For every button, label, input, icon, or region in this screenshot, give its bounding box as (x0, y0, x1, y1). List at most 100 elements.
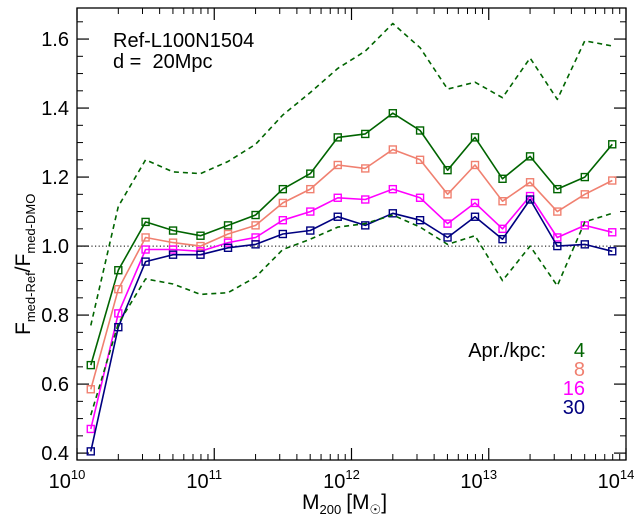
data-point-8 (525, 178, 535, 187)
legend-entry-16: 16 (563, 378, 585, 400)
data-point-4 (223, 221, 233, 230)
y-axis-label: Fmed-Ref/Fmed-DMO (12, 194, 38, 335)
data-point-30 (608, 247, 617, 256)
data-point-4 (498, 174, 507, 183)
data-point-30 (306, 226, 315, 235)
y-tick-label: 0.4 (41, 443, 69, 465)
y-tick-label: 0.8 (41, 305, 69, 327)
x-tick-label: 1010 (49, 467, 86, 493)
data-point-8 (278, 198, 288, 208)
data-point-30 (525, 195, 535, 204)
data-point-16 (141, 245, 150, 254)
data-point-8 (361, 164, 370, 173)
series-line-dashed-4 (90, 22, 613, 326)
series-line-4 (90, 112, 613, 366)
data-point-30 (415, 215, 425, 225)
data-point-4 (361, 129, 370, 139)
data-point-30 (580, 240, 590, 249)
data-point-4 (251, 210, 260, 220)
legend-entry-30: 30 (563, 397, 585, 419)
x-tick-label-exp: 10 (71, 467, 85, 482)
x-tick-label-exp: 11 (209, 467, 223, 482)
series-line-dashed-5 (90, 212, 613, 416)
data-point-16 (86, 424, 95, 434)
data-point-4 (580, 172, 590, 182)
x-tick-label-base: 10 (598, 471, 620, 493)
data-point-16 (553, 233, 562, 242)
series-line-16 (90, 188, 613, 430)
data-point-30 (278, 229, 288, 239)
x-tick-labels: 1010 1011 1012 1013 1014 (49, 467, 635, 493)
data-point-30 (196, 250, 205, 259)
data-point-8 (415, 155, 425, 165)
x-tick-label-base: 10 (49, 471, 71, 493)
data-point-30 (251, 240, 260, 249)
data-point-16 (388, 184, 398, 194)
data-point-30 (168, 250, 178, 259)
data-point-8 (306, 184, 315, 194)
data-point-30 (86, 447, 95, 456)
data-point-8 (498, 197, 507, 206)
data-point-8 (553, 207, 562, 216)
data-point-30 (498, 234, 507, 244)
y-axis-label-main: F (12, 322, 35, 335)
series-layer (86, 22, 617, 456)
data-point-4 (553, 184, 562, 194)
legend-entry-8: 8 (574, 359, 585, 381)
data-point-4 (608, 140, 617, 149)
data-point-8 (223, 229, 233, 239)
x-axis-label-main: M (302, 491, 320, 514)
data-point-30 (388, 209, 398, 218)
legend-title: Apr./kpc: (468, 340, 546, 362)
y-axis-label-sub1: med-Ref (23, 272, 38, 322)
data-point-8 (141, 233, 150, 242)
x-tick-label: 1012 (323, 467, 360, 493)
data-point-16 (470, 198, 480, 208)
x-tick-label-exp: 12 (345, 467, 359, 482)
data-point-4 (114, 266, 123, 275)
data-point-8 (196, 241, 205, 251)
data-point-8 (333, 160, 342, 170)
plot-frame (76, 7, 627, 461)
data-point-30 (470, 212, 480, 221)
data-point-4 (388, 109, 398, 118)
y-tick-label: 1.2 (41, 167, 69, 189)
data-point-30 (361, 221, 370, 230)
data-point-4 (168, 226, 178, 235)
data-point-16 (114, 309, 123, 318)
x-axis-label-close: ] (381, 491, 387, 514)
data-point-30 (141, 257, 150, 266)
data-point-4 (141, 217, 150, 227)
data-point-16 (278, 215, 288, 225)
data-point-4 (196, 231, 205, 240)
data-point-8 (388, 145, 398, 154)
y-tick-label: 0.6 (41, 374, 69, 396)
data-point-30 (333, 212, 342, 221)
sun-symbol: ☉ (370, 502, 382, 517)
annotation-run-name: Ref-L100N1504 (113, 30, 254, 52)
series-line-8 (90, 148, 613, 390)
data-point-8 (580, 190, 590, 199)
x-tick-label-exp: 14 (620, 467, 634, 482)
data-point-4 (333, 133, 342, 142)
data-point-30 (443, 233, 452, 242)
data-point-4 (86, 360, 95, 370)
x-axis-label: M200 [M☉] (302, 491, 387, 517)
y-tick-label: 1.6 (41, 29, 69, 51)
data-point-4 (525, 152, 535, 161)
data-point-16 (361, 195, 370, 204)
y-axis-label-slash: /F (12, 254, 35, 273)
data-point-16 (443, 219, 452, 228)
data-point-8 (86, 385, 95, 394)
x-axis-label-unit: [M (346, 491, 369, 514)
y-axis-label-sub2: med-DMO (23, 194, 38, 254)
data-point-30 (223, 243, 233, 253)
annotation-distance: d = 20Mpc (113, 51, 213, 73)
data-point-16 (333, 193, 342, 202)
x-tick-label: 1014 (598, 467, 635, 493)
x-tick-label-base: 10 (460, 471, 482, 493)
x-tick-label: 1011 (186, 467, 222, 493)
